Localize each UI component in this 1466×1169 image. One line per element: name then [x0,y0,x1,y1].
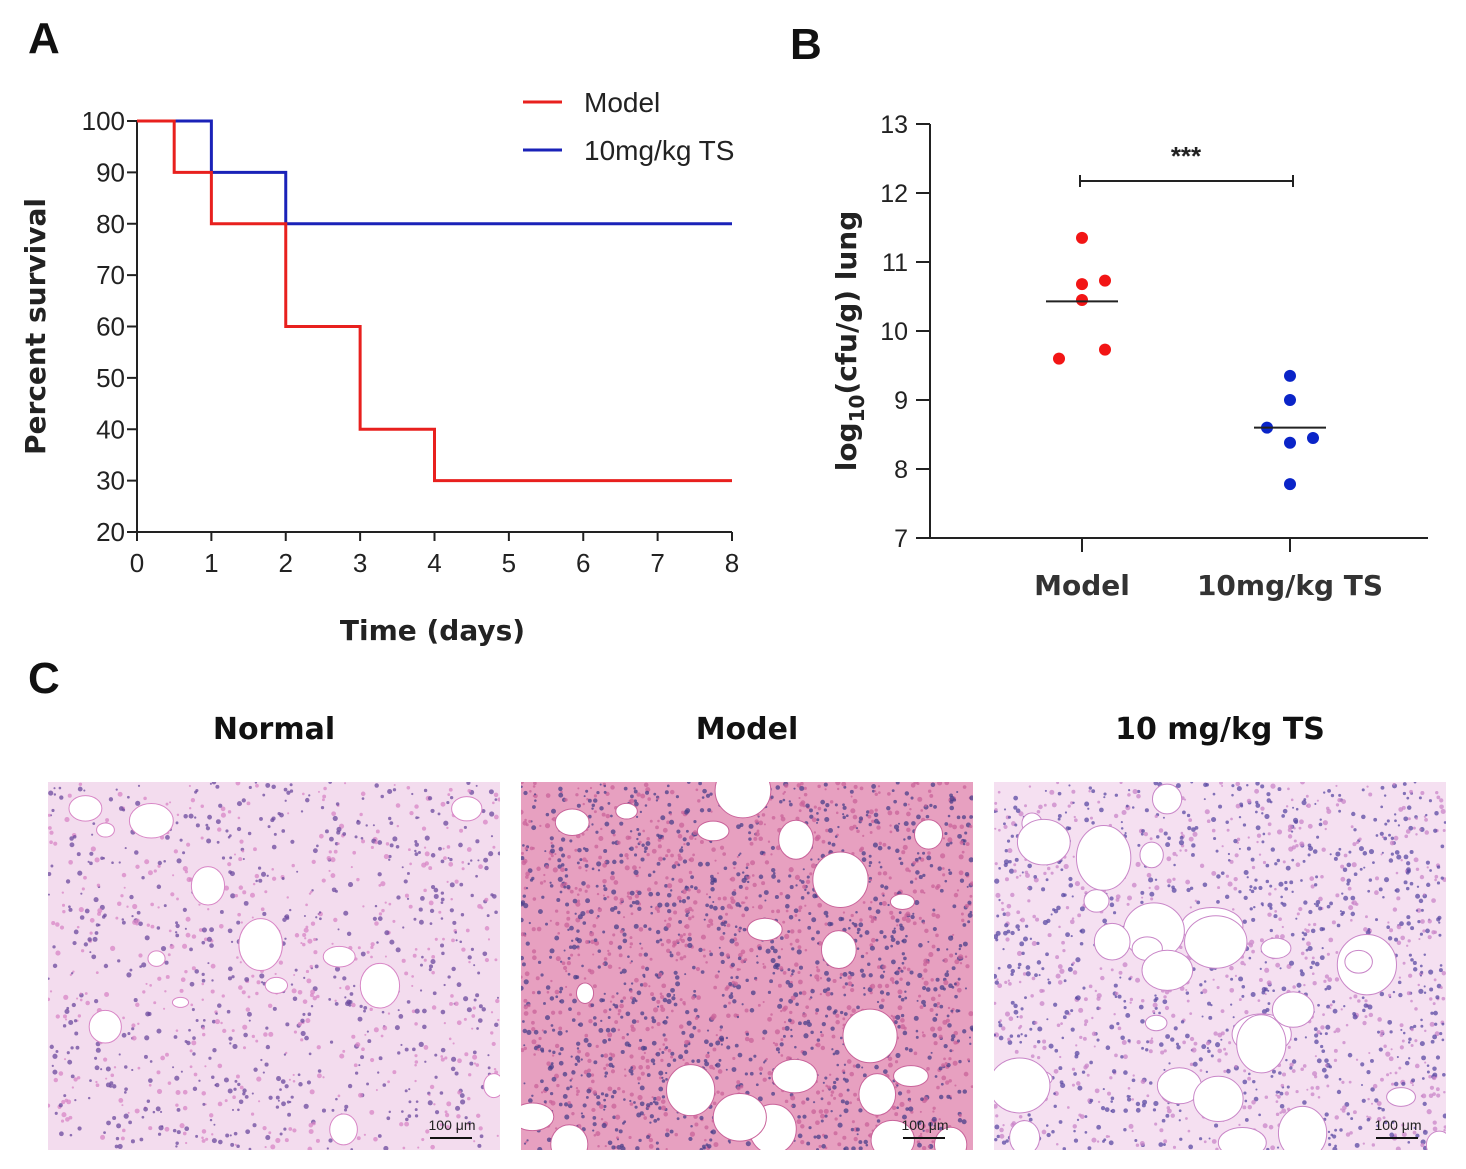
x-tick-label: 5 [502,548,516,578]
panel-label-b: B [790,20,822,69]
x-tick-label: 3 [353,548,367,578]
survival-line-ts [137,119,732,226]
histology-image-ts: 100 μm [994,782,1446,1150]
y-tick-label: 90 [96,157,125,187]
data-point [1284,436,1296,449]
alveolar-spaces [994,783,1446,1150]
data-point [1053,352,1065,365]
panel-label-a: A [28,14,60,63]
alveolar-spaces [68,795,500,1146]
cfu-scatter-chart: 7 8 9 10 11 12 13 Model 10mg/kg TS log10(cfu/g) l… [830,111,1428,602]
x-tick-label: 10mg/kg TS [1197,569,1383,602]
data-point [1076,231,1088,244]
y-tick-label: 7 [894,525,908,553]
y-tick-label: 10 [880,318,908,346]
scale-bar-label: 100 μm [1375,1117,1422,1133]
legend-label: 10mg/kg TS [584,135,734,166]
tissue-background [521,782,973,1150]
histology-title-normal: Normal [212,712,336,747]
survival-chart: 0 1 2 3 4 5 6 7 8 20 30 40 50 60 70 80 90 100 Time (days) P… [19,87,739,647]
scale-bar-label: 100 μm [902,1117,949,1133]
data-point [1307,431,1319,444]
y-axis-title: log10(cfu/g) lung [830,211,869,472]
tissue-texture [521,782,973,1150]
histology-image-normal: 100 μm [48,782,500,1150]
data-point [1284,394,1296,406]
y-axis-title: Percent survival [19,198,52,455]
x-tick-label: 4 [427,548,441,578]
tissue-texture [48,782,500,1150]
x-tick-label: Model [1034,569,1130,602]
y-tick-label: 20 [96,517,125,547]
y-tick-label: 100 [82,106,125,136]
significance-label: *** [1171,141,1202,171]
y-tick-label: 13 [880,111,908,139]
y-tick-label: 80 [96,209,125,239]
x-tick-label: 0 [130,548,144,578]
scale-bar-label: 100 μm [429,1117,476,1133]
y-tick-label: 9 [894,387,908,415]
x-tick-label: 1 [204,548,218,578]
data-point [1284,369,1296,382]
y-tick-label: 40 [96,414,125,444]
histology-title-ts: 10 mg/kg TS [1115,712,1325,747]
data-point [1076,278,1088,291]
x-tick-label: 2 [279,548,293,578]
tissue-background [48,782,500,1150]
y-tick-label: 60 [96,312,125,342]
data-point [1099,343,1111,356]
data-point [1099,274,1111,287]
data-point [1076,293,1088,306]
panel-label-c: C [28,654,60,703]
alveolar-spaces [521,782,968,1150]
survival-line-model [137,119,732,483]
x-axis-title: Time (days) [340,614,525,647]
x-tick-label: 6 [576,548,590,578]
y-tick-label: 12 [880,180,908,208]
histology-image-model: 100 μm [521,782,973,1150]
y-tick-label: 8 [894,456,908,484]
x-tick-label: 8 [725,548,739,578]
y-tick-label: 50 [96,363,125,393]
legend-label: Model [584,87,660,118]
y-tick-label: 11 [882,249,908,277]
y-tick-label: 30 [96,466,125,496]
x-tick-label: 7 [650,548,664,578]
y-tick-label: 70 [96,260,125,290]
data-point [1284,478,1296,491]
histology-title-model: Model [695,712,799,747]
